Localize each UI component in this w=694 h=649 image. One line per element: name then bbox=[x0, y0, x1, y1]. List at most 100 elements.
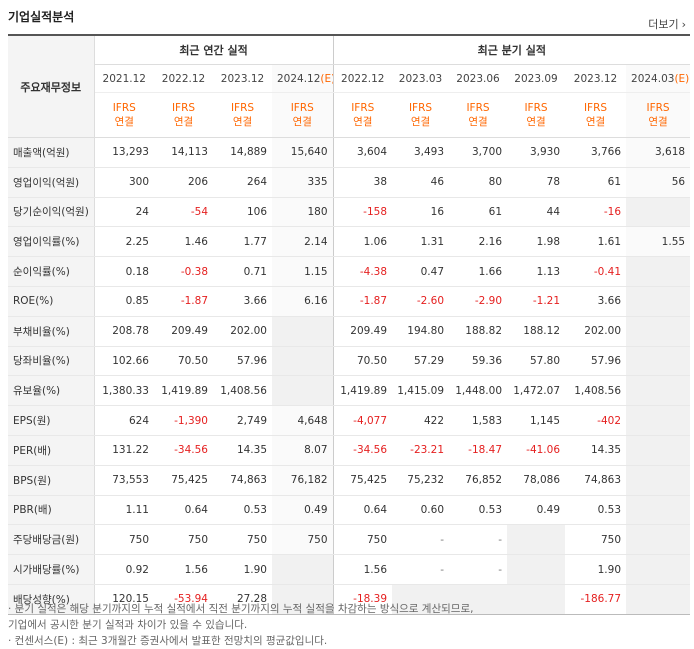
ifrs-label: IFRS bbox=[351, 102, 375, 114]
table-cell: 202.00 bbox=[565, 315, 627, 347]
chevron-right-icon: › bbox=[681, 18, 686, 31]
table-cell bbox=[626, 375, 691, 407]
table-row: PBR(배) 1.11 0.64 0.53 0.49 0.64 0.60 0.53 0.49 0.… bbox=[8, 495, 691, 526]
row-label: 영업이익률(%) bbox=[8, 226, 95, 258]
table-cell: 78,086 bbox=[507, 465, 566, 496]
table-cell: 46 bbox=[392, 167, 450, 198]
row-label: EPS(원) bbox=[8, 405, 95, 436]
ifrs-header: IFRS 연결 bbox=[213, 92, 272, 138]
table-cell bbox=[626, 524, 691, 556]
table-cell: 1,415.09 bbox=[392, 375, 450, 407]
consolidated-label: 연결 bbox=[585, 116, 606, 128]
period-date: 2023.12 bbox=[220, 72, 265, 85]
table-cell: 180 bbox=[272, 197, 334, 228]
table-cell: 1,380.33 bbox=[94, 375, 154, 407]
table-cell bbox=[626, 286, 691, 317]
table-row: 매출액(억원) 13,293 14,113 14,889 15,640 3,604 3,49… bbox=[8, 137, 691, 168]
table-cell: 80 bbox=[449, 167, 508, 198]
table-cell: 1,145 bbox=[507, 405, 566, 436]
table-cell: -158 bbox=[333, 197, 393, 228]
table-cell: 0.47 bbox=[392, 256, 450, 287]
period-date: 2022.12 bbox=[341, 72, 385, 85]
table-cell: 624 bbox=[94, 405, 154, 436]
table-cell: 3,618 bbox=[626, 137, 691, 168]
table-cell bbox=[626, 315, 691, 347]
table-cell: 74,863 bbox=[565, 465, 627, 496]
table-cell: -0.41 bbox=[565, 256, 627, 287]
table-cell: 61 bbox=[449, 197, 508, 228]
period-header: 2023.12 bbox=[565, 64, 627, 93]
quarter-header: 최근 분기 실적 bbox=[333, 34, 691, 65]
table-cell: 120.15 bbox=[94, 584, 154, 615]
table-cell: 44 bbox=[507, 197, 566, 228]
table-cell: 15,640 bbox=[272, 137, 334, 168]
table-row: 부채비율(%) 208.78 209.49 202.00 209.49 194.80 188… bbox=[8, 315, 691, 347]
table-cell: 335 bbox=[272, 167, 334, 198]
table-cell bbox=[626, 584, 691, 615]
table-cell: 57.96 bbox=[213, 346, 272, 377]
table-cell: 209.49 bbox=[333, 315, 393, 347]
table-cell: 202.00 bbox=[213, 315, 272, 347]
period-header: 2023.12 bbox=[213, 64, 272, 93]
table-cell: 56 bbox=[626, 167, 691, 198]
section-title: 기업실적분석 bbox=[8, 10, 75, 24]
table-cell: 1.31 bbox=[392, 226, 450, 258]
table-cell: 1.61 bbox=[565, 226, 627, 258]
table-cell: 1.77 bbox=[213, 226, 272, 258]
table-cell: 27.28 bbox=[213, 584, 272, 615]
table-cell: 73,553 bbox=[94, 465, 154, 496]
more-link[interactable]: 더보기 › bbox=[648, 16, 686, 32]
table-cell: - bbox=[449, 524, 508, 556]
table-cell: 14,113 bbox=[154, 137, 213, 168]
table-cell bbox=[626, 256, 691, 287]
table-cell bbox=[507, 584, 566, 615]
label-header: 주요재무정보 bbox=[8, 34, 95, 138]
table-cell: -18.39 bbox=[333, 584, 393, 615]
table-cell: 422 bbox=[392, 405, 450, 436]
table-cell bbox=[272, 375, 334, 407]
table-cell: 750 bbox=[213, 524, 272, 556]
table-cell: 57.96 bbox=[565, 346, 627, 377]
period-date: 2023.03 bbox=[398, 72, 443, 85]
table-cell: 1.66 bbox=[449, 256, 508, 287]
table-row: ROE(%) 0.85 -1.87 3.66 6.16 -1.87 -2.60 -2.90 -1… bbox=[8, 286, 691, 317]
consolidated-label: 연결 bbox=[353, 116, 373, 128]
table-cell: 750 bbox=[565, 524, 627, 556]
table-cell: 70.50 bbox=[154, 346, 213, 377]
ifrs-header: IFRS 연결 bbox=[154, 92, 213, 138]
table-cell: 8.07 bbox=[272, 435, 334, 466]
table-cell: 209.49 bbox=[154, 315, 213, 347]
estimate-mark: (E) bbox=[674, 72, 690, 85]
table-cell: 1,419.89 bbox=[154, 375, 213, 407]
period-date: 2023.12 bbox=[573, 72, 618, 85]
annual-header: 최근 연간 실적 bbox=[94, 34, 334, 65]
table-cell: 3,766 bbox=[565, 137, 627, 168]
table-cell: 1,408.56 bbox=[565, 375, 627, 407]
table-cell: 76,182 bbox=[272, 465, 334, 496]
period-header: 2021.12 bbox=[94, 64, 154, 93]
ifrs-header: IFRS 연결 bbox=[392, 92, 450, 138]
table-cell: -23.21 bbox=[392, 435, 450, 466]
row-label: 배당성향(%) bbox=[8, 584, 95, 615]
footnote-line: · 컨센서스(E) : 최근 3개월간 증권사에서 발표한 전망치의 평균값입니… bbox=[8, 635, 328, 647]
table-cell: -18.47 bbox=[449, 435, 508, 466]
table-cell: -34.56 bbox=[154, 435, 213, 466]
estimate-mark: (E) bbox=[320, 72, 332, 85]
table-cell: 2.16 bbox=[449, 226, 508, 258]
table-cell: 75,425 bbox=[333, 465, 393, 496]
period-header: 2023.03 bbox=[392, 64, 450, 93]
ifrs-header: IFRS 연결 bbox=[507, 92, 566, 138]
ifrs-header: IFRS 연결 bbox=[272, 92, 334, 138]
table-cell: 194.80 bbox=[392, 315, 450, 347]
table-cell: 2.14 bbox=[272, 226, 334, 258]
period-date: 2024.12 bbox=[277, 72, 321, 85]
table-cell: 1,583 bbox=[449, 405, 508, 436]
consolidated-label: 연결 bbox=[526, 116, 546, 128]
table-cell: 59.36 bbox=[449, 346, 508, 377]
table-cell: 1.90 bbox=[565, 554, 627, 585]
table-cell: 750 bbox=[94, 524, 154, 556]
table-cell bbox=[392, 584, 450, 615]
row-label: 부채비율(%) bbox=[8, 315, 95, 347]
period-header: 2022.12 bbox=[333, 64, 393, 93]
table-cell: 1,448.00 bbox=[449, 375, 508, 407]
